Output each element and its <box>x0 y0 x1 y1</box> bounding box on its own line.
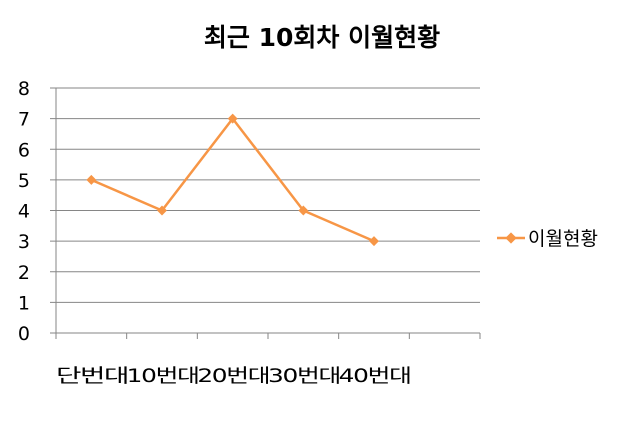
data-point-marker <box>298 205 309 216</box>
legend: 이월현황 <box>497 228 598 250</box>
y-tick-label: 2 <box>18 262 30 284</box>
y-tick-label: 1 <box>18 292 30 314</box>
data-point-marker <box>157 205 167 216</box>
x-tick-label: 30번대 <box>268 365 340 387</box>
x-tick-label: 단번대 <box>56 365 128 387</box>
data-point-marker <box>369 236 379 247</box>
chart-title: 최근 10회차 이월현황 <box>204 23 440 52</box>
data-point-marker <box>227 113 238 124</box>
y-axis-tick-labels: 0 1 2 3 4 5 6 7 8 <box>18 78 30 345</box>
y-tick-label: 6 <box>18 139 30 161</box>
x-tick-label: 20번대 <box>197 365 269 387</box>
y-tick-label: 0 <box>18 323 30 345</box>
data-point-marker <box>86 174 97 185</box>
legend-marker-swatch <box>505 232 517 244</box>
y-tick-label: 5 <box>18 170 30 192</box>
x-axis <box>55 332 481 339</box>
y-tick-label: 3 <box>18 231 30 253</box>
y-tick-label: 7 <box>18 109 30 131</box>
x-tick-label: 40번대 <box>339 365 411 387</box>
series-layer <box>86 113 379 247</box>
y-tick-label: 4 <box>18 201 30 223</box>
legend-label: 이월현황 <box>528 228 598 250</box>
x-tick-label: 10번대 <box>127 365 199 387</box>
gridlines <box>50 87 480 334</box>
y-tick-label: 8 <box>18 78 30 100</box>
